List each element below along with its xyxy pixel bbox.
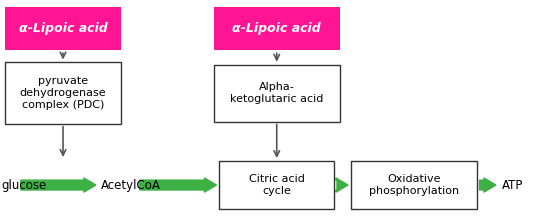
Text: Oxidative
phosphorylation: Oxidative phosphorylation	[369, 174, 459, 196]
FancyArrow shape	[140, 178, 216, 192]
Text: α-Lipoic acid: α-Lipoic acid	[232, 22, 321, 35]
Text: Alpha-
ketoglutaric acid: Alpha- ketoglutaric acid	[230, 82, 323, 104]
FancyArrow shape	[480, 178, 496, 192]
FancyBboxPatch shape	[214, 7, 340, 50]
FancyBboxPatch shape	[5, 7, 121, 50]
Text: pyruvate
dehydrogenase
complex (PDC): pyruvate dehydrogenase complex (PDC)	[20, 76, 106, 110]
FancyArrow shape	[21, 178, 96, 192]
FancyBboxPatch shape	[5, 62, 121, 124]
FancyBboxPatch shape	[214, 65, 340, 122]
Text: α-Lipoic acid: α-Lipoic acid	[19, 22, 107, 35]
Text: glucose: glucose	[2, 178, 47, 192]
FancyBboxPatch shape	[351, 161, 477, 209]
FancyBboxPatch shape	[219, 161, 334, 209]
FancyArrow shape	[336, 178, 348, 192]
Text: Citric acid
cycle: Citric acid cycle	[249, 174, 305, 196]
Text: ATP: ATP	[501, 178, 523, 192]
Text: AcetylCoA: AcetylCoA	[101, 178, 161, 192]
